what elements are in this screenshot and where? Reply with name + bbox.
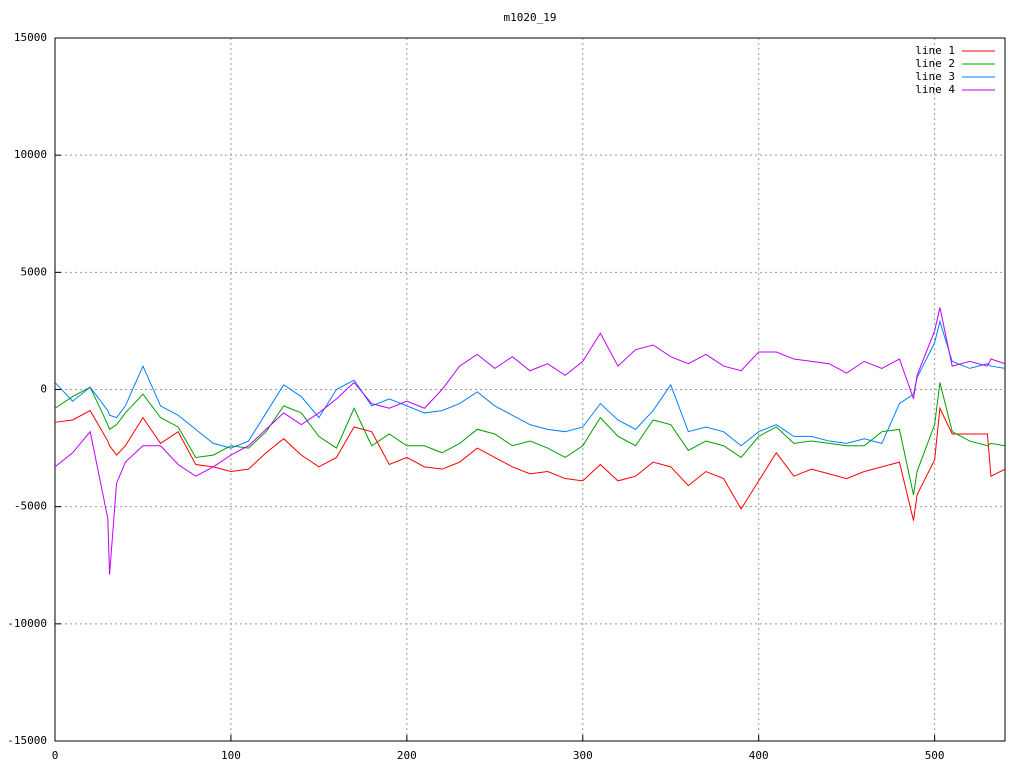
data-line <box>54 382 1006 496</box>
x-tick-label: 0 <box>52 749 59 762</box>
x-tick-label: 200 <box>397 749 417 762</box>
legend-label: line 2 <box>915 57 955 70</box>
legend-label: line 1 <box>915 44 955 57</box>
y-tick-label: 5000 <box>21 265 48 278</box>
data-line <box>54 319 1006 449</box>
x-tick-label: 100 <box>221 749 241 762</box>
data-line <box>54 307 1006 575</box>
x-tick-label: 500 <box>925 749 945 762</box>
y-tick-label: -10000 <box>7 617 47 630</box>
x-tick-label: 300 <box>573 749 593 762</box>
plot-frame <box>54 37 1006 742</box>
y-tick-label: 0 <box>40 383 47 396</box>
y-tick-label: -5000 <box>14 500 47 513</box>
legend-label: line 3 <box>915 70 955 83</box>
x-tick-label: 400 <box>749 749 769 762</box>
y-tick-label: 10000 <box>14 148 47 161</box>
chart-title: m1020_19 <box>504 11 557 24</box>
y-tick-label: 15000 <box>14 31 47 44</box>
data-line <box>54 406 1006 521</box>
legend-label: line 4 <box>915 83 955 96</box>
y-tick-label: -15000 <box>7 734 47 747</box>
